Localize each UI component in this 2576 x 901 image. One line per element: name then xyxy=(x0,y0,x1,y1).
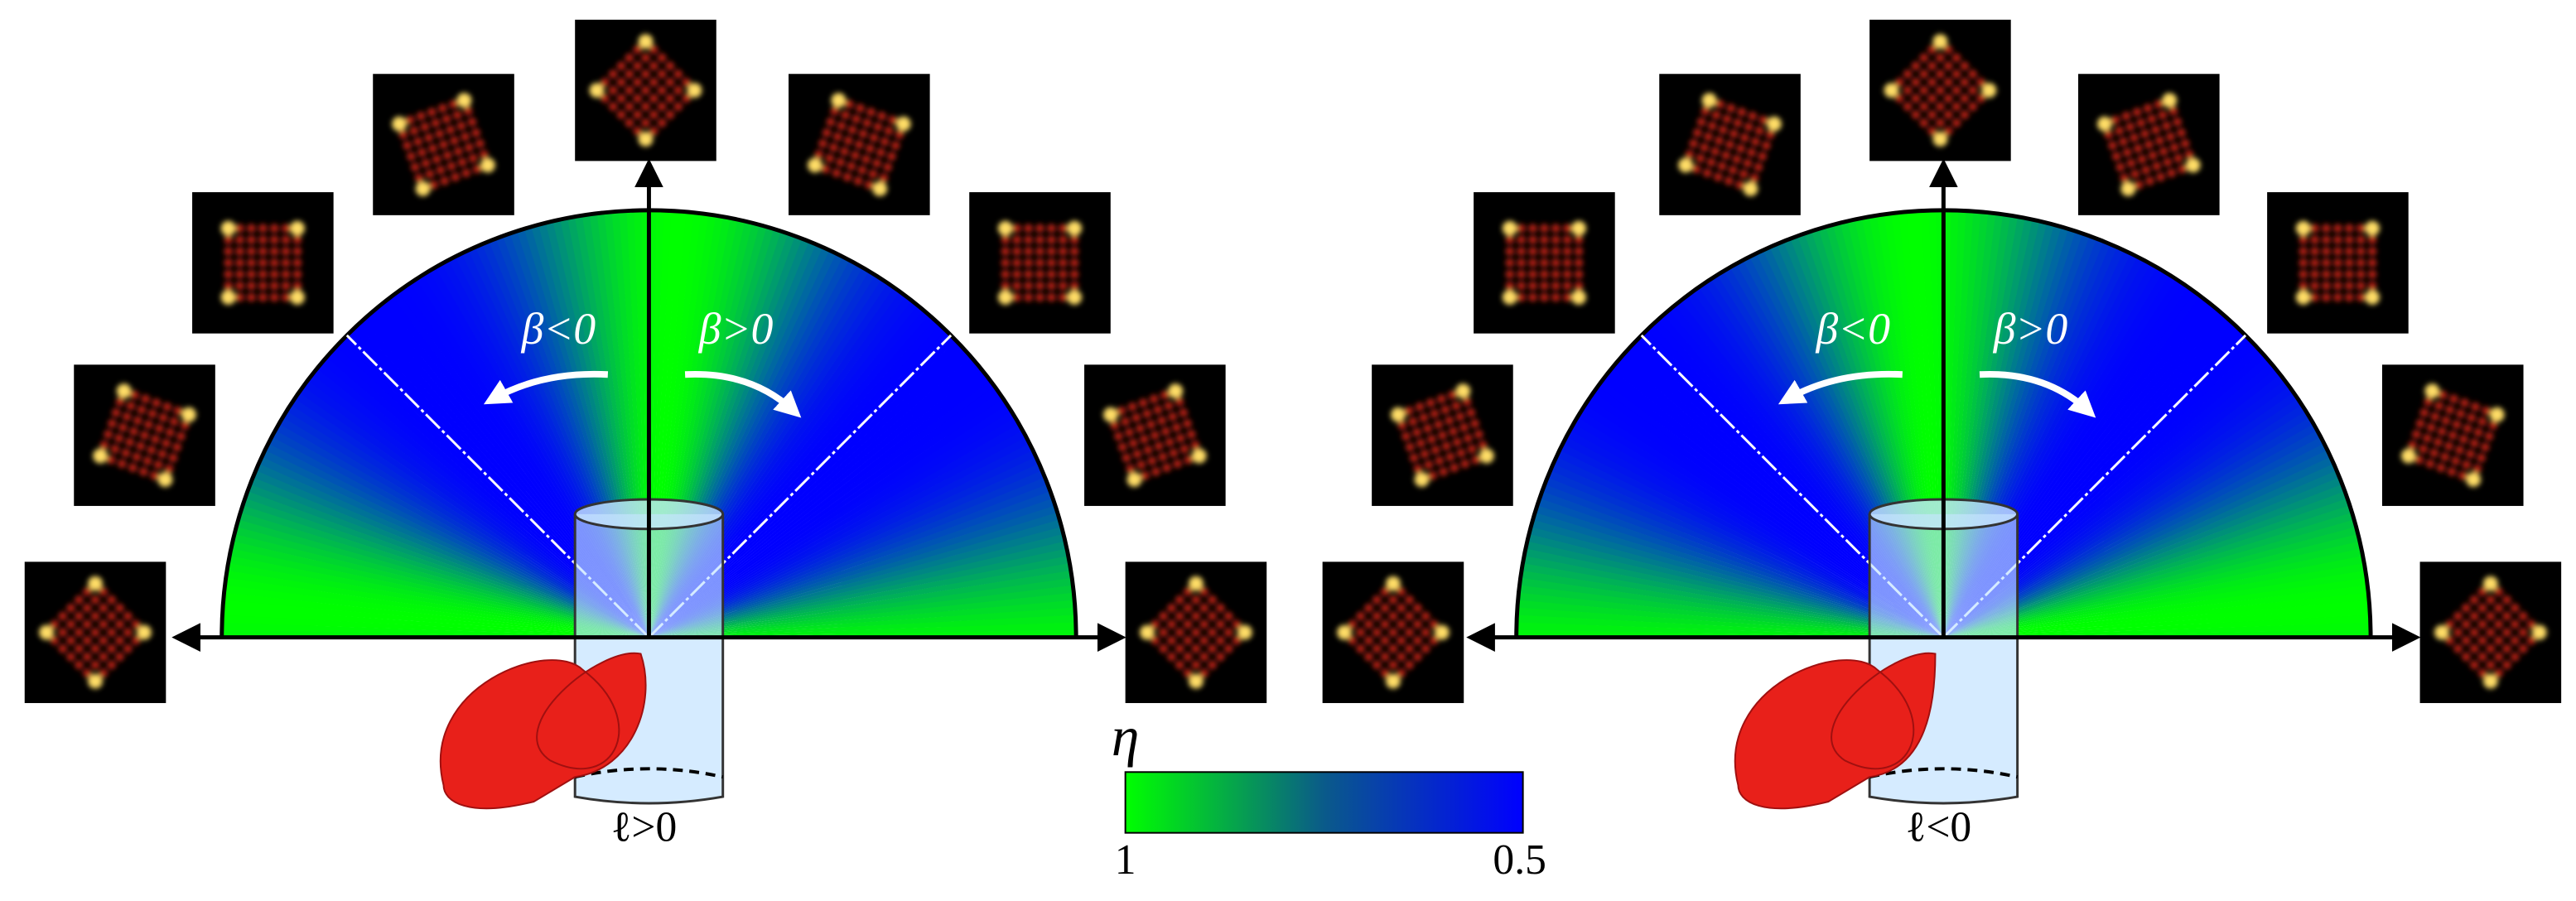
beta-negative-label: β<0 xyxy=(521,304,596,354)
rotation-arrow xyxy=(1979,370,2096,418)
intensity-image xyxy=(1869,19,2011,161)
colorbar-tick: 1 xyxy=(1115,836,1136,884)
intensity-image xyxy=(373,74,514,215)
l-label: ℓ<0 xyxy=(1906,804,1972,851)
intensity-image xyxy=(1372,364,1513,506)
intensity-image xyxy=(1125,561,1267,703)
intensity-image xyxy=(24,561,166,703)
helix xyxy=(440,652,647,810)
rotation-arrow xyxy=(1778,370,1903,405)
colorbar-gradient xyxy=(1124,771,1524,834)
intensity-image xyxy=(2419,561,2562,703)
intensity-image xyxy=(1659,74,1801,215)
intensity-image xyxy=(74,364,215,506)
colorbar: η 1 0.5 xyxy=(1112,706,1546,884)
rotation-arrow xyxy=(684,370,802,418)
cylinder-base xyxy=(1869,767,2019,779)
intensity-image xyxy=(1084,364,1226,506)
beta-positive-label: β>0 xyxy=(1993,304,2068,354)
colorbar-label: η xyxy=(1112,706,1139,768)
intensity-image xyxy=(192,192,334,334)
intensity-image xyxy=(2381,364,2524,506)
helix xyxy=(1734,652,1937,810)
intensity-image xyxy=(1322,561,1464,703)
panel: β<0 β>0 ℓ<0 xyxy=(1322,19,2562,851)
beta-negative-label: β<0 xyxy=(1816,304,1891,354)
cylinder-base xyxy=(574,767,724,779)
intensity-image xyxy=(2078,74,2220,215)
colorbar-tick: 0.5 xyxy=(1493,836,1546,884)
intensity-image xyxy=(1474,192,1615,334)
intensity-image xyxy=(575,19,716,161)
panel: β<0 β>0 ℓ>0 xyxy=(24,19,1267,851)
intensity-image xyxy=(969,192,1111,334)
beta-positive-label: β>0 xyxy=(698,304,774,354)
intensity-image xyxy=(2267,192,2409,334)
intensity-image xyxy=(789,74,930,215)
l-label: ℓ>0 xyxy=(611,804,678,851)
rotation-arrow xyxy=(483,370,609,405)
